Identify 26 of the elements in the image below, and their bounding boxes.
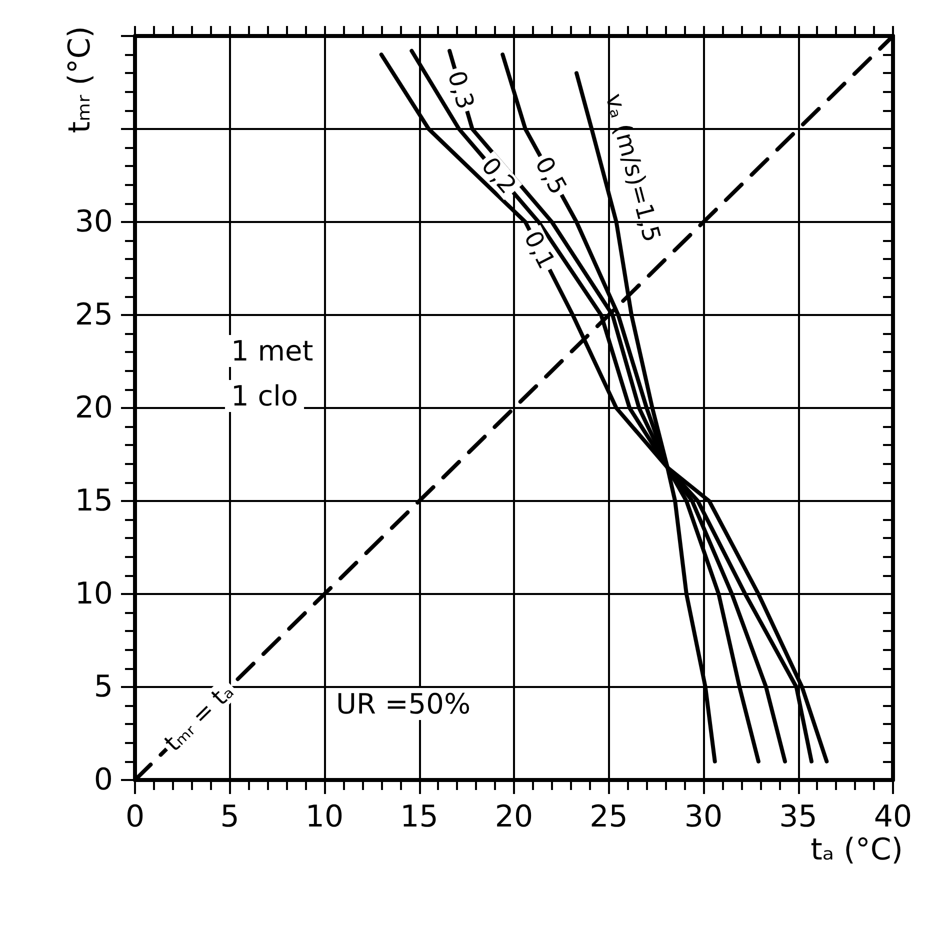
text: tₘᵣ = tₐ: [158, 678, 239, 757]
x-tick-label: 0: [125, 800, 145, 834]
text: 0,1: [518, 226, 561, 274]
annotation: 1 clo: [231, 380, 298, 412]
x-tick-label: 25: [590, 800, 628, 834]
text: 0,3: [442, 68, 480, 112]
x-tick-label: 15: [400, 800, 438, 834]
y-tick-label: 20: [74, 390, 113, 426]
x-tick-label: 10: [305, 800, 344, 834]
text: 0,5: [529, 152, 572, 199]
annotation: UR =50%: [336, 688, 471, 720]
y-tick-label: 30: [74, 204, 113, 240]
y-tick-label: 5: [94, 670, 113, 704]
annotation: 1 met: [231, 334, 314, 368]
x-tick-label: 40: [874, 800, 912, 834]
y-tick-label: 0: [94, 762, 113, 798]
x-axis-title: tₐ (°C): [810, 832, 903, 868]
y-tick-label: 25: [74, 298, 113, 332]
text: 0,2: [476, 152, 522, 200]
y-tick-label: 10: [74, 576, 113, 612]
x-tick-label: 30: [684, 800, 723, 834]
x-tick-label: 35: [779, 800, 818, 834]
x-tick-label: 20: [494, 800, 534, 834]
y-axis-title: tₘᵣ (°C): [62, 26, 98, 134]
y-tick-label: 15: [74, 484, 113, 518]
x-tick-label: 5: [220, 800, 240, 834]
